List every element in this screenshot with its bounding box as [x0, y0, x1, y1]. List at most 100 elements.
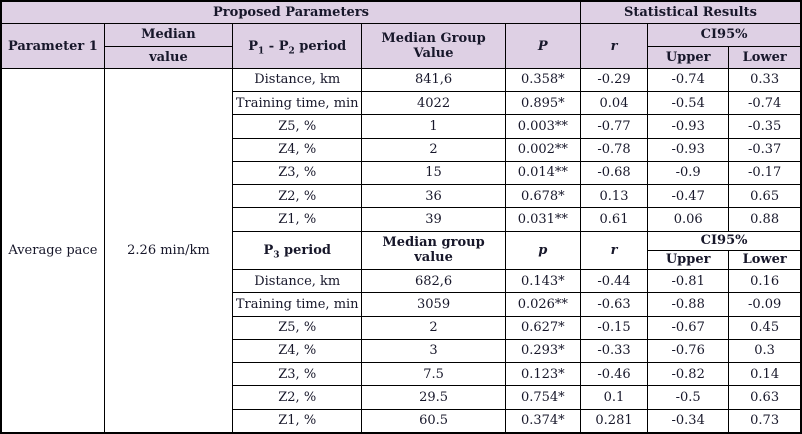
header-ci95-2: CI95% — [647, 230, 802, 251]
cell-param: Distance, km — [232, 67, 363, 93]
cell-param: Distance, km — [232, 269, 363, 294]
cell-upper: -0.54 — [647, 91, 730, 116]
cell-lower: 0.33 — [728, 67, 802, 93]
cell-param: Training time, min — [232, 292, 363, 317]
cell-value: 682,6 — [361, 269, 506, 294]
cell-p: 0.358* — [504, 67, 581, 93]
cell-r: 0.281 — [579, 408, 649, 434]
cell-p: 0.895* — [504, 91, 581, 116]
cell-upper: -0.82 — [647, 362, 730, 387]
cell-value: 36 — [361, 184, 506, 209]
header-p-2: p — [504, 230, 581, 271]
header-upper-2: Upper — [647, 249, 730, 271]
cell-value: 3059 — [361, 292, 506, 317]
cell-param: Training time, min — [232, 91, 363, 116]
cell-value: 60.5 — [361, 408, 506, 434]
header-ci95: CI95% — [647, 23, 802, 47]
cell-p: 0.014** — [504, 160, 581, 186]
cell-r: 0.1 — [579, 385, 649, 410]
cell-r: -0.68 — [579, 160, 649, 186]
cell-lower: 0.45 — [728, 315, 802, 340]
cell-param: Z3, % — [232, 160, 363, 186]
table-row: P3 period Median group value p r CI95% — [1, 230, 802, 271]
cell-param: Z2, % — [232, 184, 363, 209]
header-p: P — [504, 23, 581, 69]
header-upper: Upper — [647, 45, 730, 69]
cell-median-value: 2.26 min/km — [103, 67, 234, 434]
cell-param: Z1, % — [232, 408, 363, 434]
table-row: Training time, min 3059 0.026** -0.63 -0… — [1, 292, 802, 317]
header-p3-period: P3 period — [232, 230, 363, 271]
cell-upper: -0.81 — [647, 269, 730, 294]
table-row: Z2, % 29.5 0.754* 0.1 -0.5 0.63 — [1, 385, 802, 410]
cell-upper: -0.93 — [647, 114, 730, 139]
cell-lower: -0.37 — [728, 137, 802, 162]
table-row: Z1, % 60.5 0.374* 0.281 -0.34 0.73 — [1, 408, 802, 434]
header-median-group-value-2: Median group value — [361, 230, 506, 271]
header-median: Median — [103, 23, 234, 47]
table-row: Z3, % 7.5 0.123* -0.46 -0.82 0.14 — [1, 362, 802, 387]
header-statistical-results: Statistical Results — [579, 0, 802, 25]
cell-upper: -0.88 — [647, 292, 730, 317]
cell-lower: 0.73 — [728, 408, 802, 434]
cell-param: Z5, % — [232, 114, 363, 139]
cell-value: 3 — [361, 338, 506, 364]
cell-p: 0.026** — [504, 292, 581, 317]
cell-value: 2 — [361, 137, 506, 162]
cell-upper: -0.5 — [647, 385, 730, 410]
table-row: value Upper Lower — [1, 45, 802, 69]
cell-lower: -0.35 — [728, 114, 802, 139]
cell-param: Z4, % — [232, 338, 363, 364]
header-value: value — [103, 45, 234, 69]
cell-value: 841,6 — [361, 67, 506, 93]
cell-lower: -0.17 — [728, 160, 802, 186]
cell-upper: -0.67 — [647, 315, 730, 340]
cell-lower: -0.09 — [728, 292, 802, 317]
table-row: Z1, % 39 0.031** 0.61 0.06 0.88 — [1, 207, 802, 232]
cell-p: 0.123* — [504, 362, 581, 387]
cell-r: 0.13 — [579, 184, 649, 209]
cell-upper: -0.47 — [647, 184, 730, 209]
cell-lower: 0.63 — [728, 385, 802, 410]
cell-upper: 0.06 — [647, 207, 730, 232]
header-median-group-value: Median Group Value — [361, 23, 506, 69]
cell-value: 4022 — [361, 91, 506, 116]
cell-lower: 0.14 — [728, 362, 802, 387]
cell-param: Z1, % — [232, 207, 363, 232]
cell-r: -0.46 — [579, 362, 649, 387]
cell-value: 29.5 — [361, 385, 506, 410]
cell-p: 0.293* — [504, 338, 581, 364]
cell-p: 0.627* — [504, 315, 581, 340]
cell-p: 0.678* — [504, 184, 581, 209]
table-row: Parameter 1 Median P1 - P2 period Median… — [0, 23, 802, 69]
cell-r: -0.29 — [579, 67, 649, 93]
cell-r: 0.61 — [579, 207, 649, 232]
header-p1-p2-period: P1 - P2 period — [232, 23, 363, 69]
cell-param: Z2, % — [232, 385, 363, 410]
cell-r: 0.04 — [579, 91, 649, 116]
cell-p: 0.031** — [504, 207, 581, 232]
cell-value: 15 — [361, 160, 506, 186]
cell-r: -0.15 — [579, 315, 649, 340]
cell-value: 7.5 — [361, 362, 506, 387]
table-row: Distance, km 682,6 0.143* -0.44 -0.81 0.… — [1, 269, 802, 294]
table-row: Z5, % 1 0.003** -0.77 -0.93 -0.35 — [1, 114, 802, 139]
header-parameter-1: Parameter 1 — [0, 23, 105, 69]
table-row: Z3, % 15 0.014** -0.68 -0.9 -0.17 — [1, 160, 802, 186]
cell-lower: 0.88 — [728, 207, 802, 232]
header-r-2: r — [579, 230, 649, 271]
cell-upper: -0.9 — [647, 160, 730, 186]
table-row: Z2, % 36 0.678* 0.13 -0.47 0.65 — [1, 184, 802, 209]
cell-lower: 0.16 — [728, 269, 802, 294]
table-row: Upper Lower — [1, 249, 802, 271]
header-lower-2: Lower — [728, 249, 802, 271]
cell-upper: -0.74 — [647, 67, 730, 93]
header-lower: Lower — [728, 45, 802, 69]
cell-p: 0.143* — [504, 269, 581, 294]
table-row: Training time, min 4022 0.895* 0.04 -0.5… — [1, 91, 802, 116]
table-row: Average pace 2.26 min/km Distance, km 84… — [0, 67, 802, 434]
cell-value: 2 — [361, 315, 506, 340]
cell-upper: -0.34 — [647, 408, 730, 434]
